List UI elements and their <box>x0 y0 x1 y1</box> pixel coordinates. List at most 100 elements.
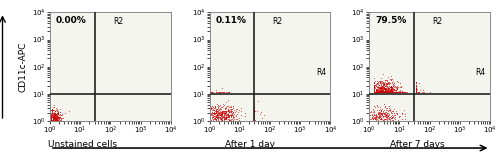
Point <box>380 90 388 93</box>
Point <box>49 109 57 112</box>
Point <box>49 120 57 122</box>
Point <box>210 109 218 111</box>
Point <box>388 90 396 93</box>
Point <box>378 90 386 93</box>
Point <box>387 79 395 81</box>
Point <box>49 119 57 122</box>
Point <box>206 114 214 117</box>
Point <box>381 79 389 81</box>
Point <box>53 116 61 118</box>
Point <box>412 90 420 93</box>
Point <box>217 112 225 115</box>
Point <box>390 90 398 93</box>
Point <box>384 90 392 93</box>
Point <box>210 120 218 122</box>
Point <box>207 112 215 115</box>
Point <box>376 90 384 93</box>
Point <box>382 113 390 115</box>
Point <box>390 90 398 93</box>
Point <box>387 90 395 92</box>
Point <box>374 90 382 93</box>
Point <box>370 90 378 93</box>
Point <box>377 90 385 93</box>
Point <box>393 88 401 90</box>
Point <box>389 90 397 93</box>
Point <box>216 118 224 120</box>
Point <box>250 120 258 122</box>
Point <box>382 90 390 93</box>
Point <box>378 82 386 84</box>
Point <box>380 90 388 92</box>
Point <box>372 114 380 117</box>
Point <box>382 90 390 93</box>
Point <box>385 90 393 93</box>
Point <box>370 90 378 93</box>
Point <box>50 116 58 119</box>
Point <box>412 90 420 93</box>
Point <box>370 90 378 93</box>
Point <box>51 120 59 122</box>
Point <box>370 90 378 93</box>
Point <box>392 90 400 92</box>
Point <box>387 90 395 93</box>
Point <box>412 89 420 92</box>
Point <box>52 115 60 118</box>
Point <box>380 119 388 122</box>
Point <box>50 120 58 122</box>
Point <box>384 90 392 93</box>
Point <box>374 90 382 93</box>
Point <box>387 90 395 93</box>
Point <box>372 90 380 93</box>
Point <box>212 111 220 113</box>
Point <box>375 90 383 93</box>
Point <box>384 110 392 112</box>
Point <box>412 90 420 93</box>
Point <box>377 114 385 117</box>
Point <box>397 86 405 89</box>
Point <box>51 114 59 117</box>
Point <box>374 114 382 117</box>
Point <box>46 117 54 120</box>
Point <box>412 90 420 93</box>
Point <box>412 90 420 93</box>
Point <box>378 90 386 93</box>
Point <box>380 90 388 93</box>
Point <box>376 90 384 93</box>
Point <box>375 90 383 93</box>
Point <box>214 109 222 112</box>
Point <box>380 90 388 93</box>
Point <box>371 90 379 93</box>
Point <box>381 90 389 93</box>
Point <box>412 90 420 93</box>
Point <box>412 90 420 93</box>
Point <box>370 90 378 93</box>
Point <box>212 90 220 93</box>
Point <box>388 89 396 91</box>
Point <box>377 120 385 122</box>
Point <box>218 112 226 115</box>
Point <box>388 90 396 93</box>
Point <box>46 120 54 122</box>
Point <box>370 90 378 93</box>
Point <box>230 118 237 121</box>
Point <box>373 87 381 90</box>
Point <box>374 90 382 93</box>
Point <box>400 109 408 111</box>
Point <box>373 88 381 90</box>
Point <box>375 90 383 93</box>
Point <box>382 90 390 93</box>
Point <box>220 120 228 122</box>
Point <box>214 111 222 113</box>
Point <box>376 120 384 122</box>
Point <box>376 90 384 93</box>
Point <box>228 120 236 122</box>
Point <box>378 90 386 93</box>
Point <box>381 90 389 93</box>
Point <box>378 112 386 114</box>
Point <box>47 120 55 122</box>
Point <box>368 114 376 116</box>
Point <box>382 90 390 93</box>
Point <box>380 112 388 115</box>
Point <box>220 90 228 93</box>
Point <box>48 120 56 122</box>
